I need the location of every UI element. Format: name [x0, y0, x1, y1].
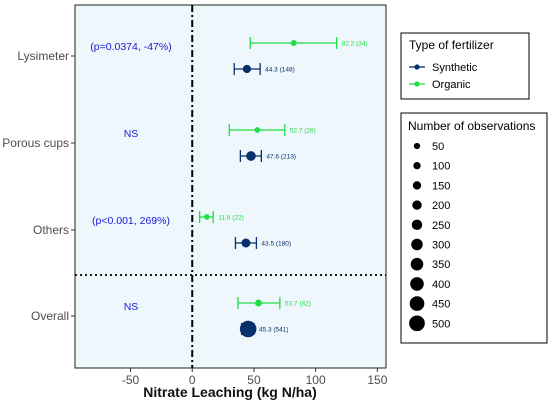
legend-fertilizer-label-1: Organic [432, 79, 471, 91]
legend-size-marker-1 [413, 162, 421, 170]
axis-layer: Lysimeter Porous cups Others Overall -50 0 50 1… [2, 49, 387, 387]
synthetic-point-3 [239, 320, 257, 338]
x-tick-label-0: -50 [122, 373, 140, 387]
organic-data-label-2: 11.8 (22) [218, 215, 244, 222]
y-tick-label-1: Porous cups [2, 136, 69, 150]
legend-size-label-8: 450 [432, 299, 450, 311]
legend-size-marker-3 [412, 200, 422, 210]
legend-fertilizer-box [400, 32, 530, 100]
plot-panel [74, 4, 387, 369]
x-tick-label-2: 50 [247, 373, 261, 387]
organic-data-label-1: 52.7 (26) [290, 128, 316, 135]
organic-data-label-3: 53.7 (82) [285, 301, 311, 308]
y-tick-label-0: Lysimeter [17, 49, 69, 63]
x-axis-title: Nitrate Leaching (kg N/ha) [143, 384, 316, 400]
legend-fertilizer-title: Type of fertilizer [409, 38, 494, 52]
legend-size-label-7: 400 [432, 279, 450, 291]
legend-size-label-6: 350 [432, 259, 450, 271]
legend-fertilizer-marker-0 [414, 64, 420, 70]
synthetic-data-label-2: 43.5 (180) [261, 241, 291, 248]
synthetic-point-1 [246, 151, 256, 161]
organic-point-2 [203, 214, 210, 220]
organic-point-0 [290, 40, 297, 46]
synthetic-data-label-1: 47.6 (213) [266, 154, 296, 161]
legend-size-label-4: 250 [432, 220, 450, 232]
legend-size-label-5: 300 [432, 240, 450, 252]
synthetic-data-label-3: 45.3 (541) [259, 327, 289, 334]
x-tick-label-1: 0 [189, 373, 196, 387]
annotation-2: (p<0.001, 269%) [92, 215, 170, 227]
legend-size-marker-4 [411, 219, 423, 231]
x-tick-label-3: 100 [306, 373, 326, 387]
legend-size-marker-2 [412, 181, 422, 190]
legend-size-marker-9 [409, 315, 425, 332]
legend-size-marker-8 [409, 296, 425, 311]
legend-size-title: Number of observations [408, 119, 535, 133]
legend-size-marker-6 [410, 257, 424, 271]
synthetic-data-label-0: 44.3 (148) [265, 67, 295, 74]
annotation-1: NS [124, 128, 139, 140]
legend-size-label-3: 200 [432, 200, 450, 212]
synthetic-point-2 [241, 238, 251, 248]
x-tick-label-4: 150 [367, 373, 387, 387]
organic-point-3 [255, 299, 262, 307]
legend-fertilizer-marker-1 [414, 81, 420, 87]
legend-size-marker-0 [413, 142, 421, 150]
legend-size-label-1: 100 [432, 161, 450, 173]
legend-size-marker-5 [411, 238, 423, 251]
legend-size-label-0: 50 [432, 141, 444, 153]
y-tick-label-3: Overall [31, 309, 69, 323]
organic-data-label-0: 82.2 (34) [342, 41, 368, 48]
annotation-0: (p=0.0374, -47%) [90, 41, 171, 53]
synthetic-point-0 [242, 64, 252, 74]
legend-fertilizer-label-0: Synthetic [432, 62, 478, 74]
legend-size-marker-7 [410, 277, 424, 291]
annotation-3: NS [124, 301, 139, 313]
y-tick-label-2: Others [33, 223, 69, 237]
legend-layer: Type of fertilizer Synthetic Organic Number… [400, 32, 548, 344]
legend-size-label-2: 150 [432, 180, 450, 192]
legend-size-box [400, 112, 548, 344]
plot-layer: (p=0.0374, -47%) NS (p<0.001, 269%) NS 44.3 … [75, 5, 386, 368]
legend-size-label-9: 500 [432, 318, 450, 330]
organic-point-1 [254, 127, 261, 133]
